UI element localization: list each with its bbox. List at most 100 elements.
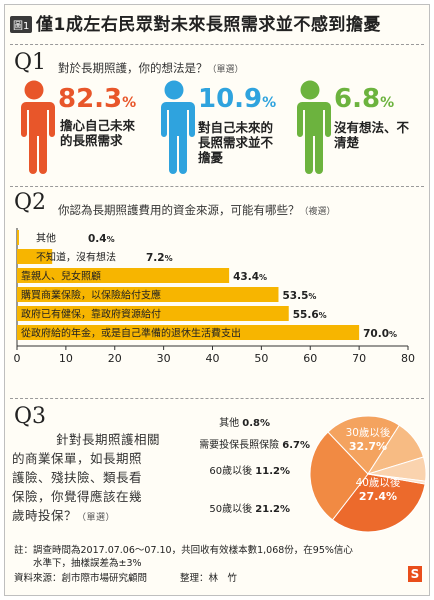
data-label-unit: % xyxy=(308,292,316,301)
q1-desc-2-line: 擔憂 xyxy=(198,150,224,165)
bar xyxy=(17,325,360,340)
x-tick-label: 20 xyxy=(108,352,122,365)
data-label-unit: % xyxy=(319,311,327,320)
q3-label: Q3 xyxy=(14,404,47,429)
q1-pct-1: 82.3% xyxy=(58,84,136,114)
divider xyxy=(10,186,424,187)
data-label: 7.2% xyxy=(146,252,173,264)
slice-label: 30歲以後 xyxy=(346,426,391,439)
q2-label: Q2 xyxy=(14,190,47,215)
data-label-unit: % xyxy=(389,330,397,339)
q1-desc-1-line: 的長照需求 xyxy=(60,133,123,148)
data-label: 55.6% xyxy=(293,309,327,321)
q1-desc-3: 沒有想法、不 清楚 xyxy=(334,120,409,150)
divider xyxy=(10,398,424,399)
q2-question-text: 你認為長期照護費用的資金來源，可能有哪些？ xyxy=(58,203,300,217)
slice-label-text: 不需要投保長照保險 xyxy=(200,438,282,451)
pie-slice xyxy=(309,431,369,521)
q1-question-text: 對於長期照護，你的想法是？ xyxy=(58,61,208,75)
x-tick-label: 10 xyxy=(59,352,73,365)
slice-label: 其他 0.8% xyxy=(219,416,270,429)
page-title: 僅1成左右民眾對未來長照需求並不感到擔憂 xyxy=(36,15,381,35)
q1-question: 對於長期照護，你的想法是？（單選） xyxy=(58,60,244,76)
x-tick-label: 30 xyxy=(157,352,171,365)
bar xyxy=(17,306,289,321)
x-tick-label: 50 xyxy=(254,352,268,365)
data-label-unit: % xyxy=(165,254,173,263)
slice-value: 32.7% xyxy=(349,440,387,453)
category-label: 靠親人、兒女照顧 xyxy=(21,270,101,283)
slice-label-text: 50歲以後 xyxy=(209,502,255,515)
q1-desc-2-line: 對自己未來的 xyxy=(198,120,274,135)
q3-question-line: 護險、殘扶險、類長看 xyxy=(12,470,143,485)
slice-label-text: 60歲以後 xyxy=(209,464,255,477)
bar xyxy=(17,287,279,302)
q1-desc-2-line: 長照需求並不 xyxy=(198,135,274,150)
category-label: 其他 xyxy=(36,232,56,245)
q1-pct-2-unit: % xyxy=(262,95,277,111)
q1-pct-3: 6.8% xyxy=(334,84,394,114)
publisher-logo: S xyxy=(408,566,422,582)
slice-value: 27.4% xyxy=(359,490,397,503)
x-tick-label: 70 xyxy=(352,352,366,365)
q1-desc-1: 擔心自己未來 的長照需求 xyxy=(60,118,135,148)
pie-slice xyxy=(327,415,401,475)
bar xyxy=(17,268,230,283)
q1-label: Q1 xyxy=(14,50,47,75)
q3-question-line: 保險，你覺得應該在幾 xyxy=(12,489,143,504)
slice-label: 50歲以後 21.2% xyxy=(209,502,290,515)
bar-chart: 0 10 20 30 40 50 60 70 80 其他 0.4% 不知道，沒有想法 7.2% 靠親人、兒… xyxy=(14,228,415,365)
q1-pct-2: 10.9% xyxy=(198,84,276,114)
q1-pct-3-value: 6.8 xyxy=(334,84,381,114)
footer-note-2: 水準下，抽樣誤差為±3% xyxy=(14,558,142,569)
q3-question: 針對長期照護相關 的商業保單，如長期照 護險、殘扶險、類長看 保險，你覺得應該在… xyxy=(12,430,202,528)
q1-desc-3-line: 沒有想法、不 xyxy=(334,120,410,135)
q2-question: 你認為長期照護費用的資金來源，可能有哪些？（複選） xyxy=(58,202,336,218)
q3-question-line: 歲時投保？ xyxy=(12,508,78,523)
source-text: 資料來源：創市際市場研究顧問 xyxy=(14,573,148,584)
x-tick-label: 40 xyxy=(206,352,220,365)
bar xyxy=(17,230,19,245)
q3-question-line: 的商業保單，如長期照 xyxy=(12,451,143,466)
x-tick-label: 60 xyxy=(303,352,317,365)
data-label-unit: % xyxy=(259,273,267,282)
bar xyxy=(17,249,53,264)
divider xyxy=(10,44,424,45)
figure-label: 圖1 xyxy=(10,16,33,33)
data-label: 53.5% xyxy=(282,290,316,302)
data-label: 43.4% xyxy=(233,271,267,283)
footer-note-1: 註：調查時間為2017.07.06～07.10，共回收有效樣本數1,068份，在… xyxy=(14,545,353,556)
slice-value: 11.2% xyxy=(255,466,290,477)
pie-slice xyxy=(367,473,427,485)
header: 圖1 僅1成左右民眾對未來長照需求並不感到擔憂 xyxy=(6,8,426,38)
category-label: 不知道，沒有想法 xyxy=(36,251,116,264)
category-label: 購買商業保險，以保險給付支應 xyxy=(21,289,161,302)
category-label: 政府已有健保，靠政府資源給付 xyxy=(21,308,161,321)
slice-label-text: 其他 xyxy=(219,416,242,429)
data-label: 0.4% xyxy=(88,233,115,245)
q3-question-line: 針對長期照護相關 xyxy=(56,432,161,447)
slice-value: 21.2% xyxy=(255,504,290,515)
q3-note: （單選） xyxy=(77,513,116,523)
pie-slice xyxy=(331,473,426,533)
x-tick-label: 80 xyxy=(401,352,415,365)
slice-label: 40歲以後 xyxy=(356,476,401,489)
q1-pct-1-unit: % xyxy=(122,95,137,111)
slice-label: 60歲以後 11.2% xyxy=(209,464,290,477)
editor-text: 整理：林 竹 xyxy=(180,573,238,584)
footer-source: 資料來源：創市際市場研究顧問 整理：林 竹 xyxy=(14,570,237,584)
q1-pct-2-value: 10.9 xyxy=(198,84,263,114)
q1-desc-2: 對自己未來的 長照需求並不 擔憂 xyxy=(198,120,273,165)
slice-value: 6.7% xyxy=(282,440,310,451)
person-icon-green xyxy=(294,80,331,174)
person-icon-blue xyxy=(158,80,195,174)
q1-note: （單選） xyxy=(207,65,244,75)
q1-pct-1-value: 82.3 xyxy=(58,84,123,114)
data-label: 70.0% xyxy=(363,328,397,340)
category-label: 從政府給的年金，或是自己準備的退休生活費支出 xyxy=(21,327,241,340)
slice-value: 0.8% xyxy=(242,418,270,429)
data-label-unit: % xyxy=(107,235,115,244)
person-icon-orange xyxy=(18,80,55,174)
q1-pct-3-unit: % xyxy=(380,95,395,111)
